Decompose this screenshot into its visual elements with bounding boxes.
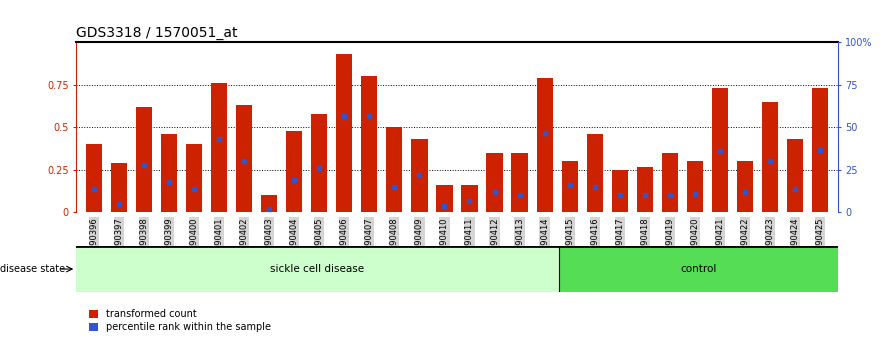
Bar xyxy=(512,153,528,212)
Bar xyxy=(211,83,227,212)
Bar xyxy=(487,153,503,212)
Legend: transformed count, percentile rank within the sample: transformed count, percentile rank withi… xyxy=(89,309,271,332)
Bar xyxy=(737,161,754,212)
Bar xyxy=(537,78,553,212)
Bar xyxy=(562,161,578,212)
Text: GDS3318 / 1570051_at: GDS3318 / 1570051_at xyxy=(76,26,237,40)
Bar xyxy=(461,185,478,212)
Bar xyxy=(411,139,427,212)
Bar xyxy=(135,107,152,212)
Bar xyxy=(336,55,352,212)
Bar xyxy=(787,139,804,212)
Bar xyxy=(662,153,678,212)
Text: disease state: disease state xyxy=(0,264,65,274)
Bar xyxy=(361,76,377,212)
Bar xyxy=(236,105,252,212)
Bar xyxy=(436,185,452,212)
Text: sickle cell disease: sickle cell disease xyxy=(271,264,365,274)
Bar xyxy=(711,88,728,212)
Bar xyxy=(637,166,653,212)
Bar xyxy=(311,114,327,212)
Bar xyxy=(76,246,558,292)
Bar xyxy=(286,131,302,212)
Bar xyxy=(261,195,277,212)
Bar xyxy=(185,144,202,212)
Bar xyxy=(762,102,779,212)
Bar xyxy=(386,127,402,212)
Bar xyxy=(160,134,177,212)
Bar xyxy=(558,246,838,292)
Text: control: control xyxy=(680,264,716,274)
Bar xyxy=(612,170,628,212)
Bar xyxy=(85,144,102,212)
Bar xyxy=(687,161,703,212)
Bar xyxy=(812,88,829,212)
Bar xyxy=(110,163,127,212)
Bar xyxy=(587,134,603,212)
